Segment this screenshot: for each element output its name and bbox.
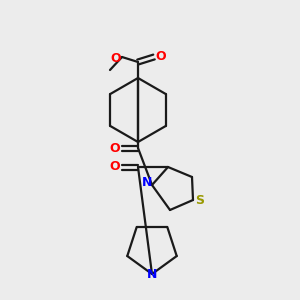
Text: S: S [196, 194, 205, 206]
Text: O: O [156, 50, 166, 64]
Text: O: O [110, 160, 120, 173]
Text: N: N [142, 176, 152, 190]
Text: N: N [147, 268, 157, 281]
Text: O: O [111, 52, 121, 64]
Text: O: O [110, 142, 120, 154]
